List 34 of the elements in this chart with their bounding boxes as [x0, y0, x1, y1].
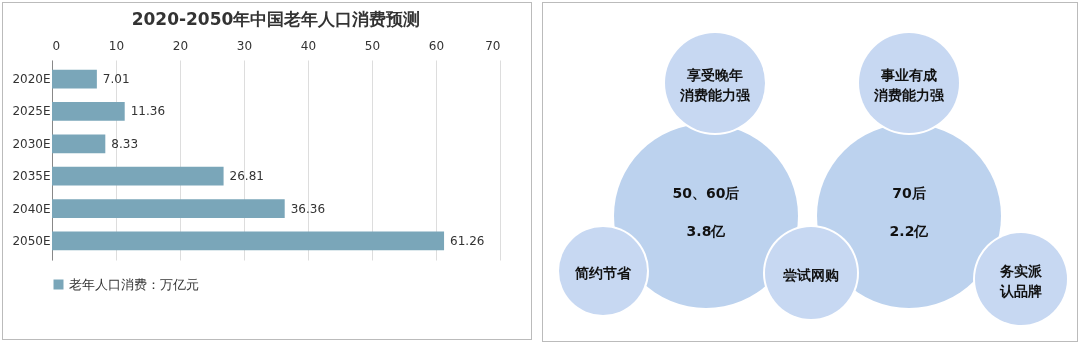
- y-tick-label: 2030E: [12, 136, 51, 151]
- text: 尝试网购: [783, 266, 839, 285]
- x-tick-label: 70: [485, 38, 501, 53]
- text: 事业有成: [881, 66, 937, 85]
- y-tick-label: 2050E: [12, 233, 51, 248]
- data-label: 26.81: [229, 169, 264, 184]
- text: 认品牌: [1000, 282, 1042, 301]
- x-tick-label: 50: [364, 38, 381, 53]
- text: 3.8亿: [686, 222, 726, 241]
- text: 2.2亿: [889, 222, 929, 241]
- text: 50、60后: [672, 184, 740, 203]
- data-label: 61.26: [450, 233, 485, 248]
- y-tick-label: 2035E: [12, 169, 51, 184]
- y-tick-label: 2020E: [12, 72, 51, 87]
- x-tick-label: 30: [236, 38, 253, 53]
- text: 务实派: [1000, 262, 1042, 281]
- data-label: 11.36: [130, 104, 166, 119]
- chart-title: 2020-2050年中国老年人口消费预测: [131, 9, 421, 29]
- x-tick-label: 60: [428, 38, 445, 53]
- legend-label: 老年人口消费：万亿元: [69, 276, 199, 292]
- y-tick-label: 2025E: [12, 104, 51, 119]
- data-label: 8.33: [111, 136, 139, 151]
- x-tick-label: 0: [52, 38, 61, 53]
- text: 简约节省: [575, 264, 631, 283]
- text: 70后: [892, 184, 926, 203]
- data-label: 36.36: [290, 201, 326, 216]
- text: 消费能力强: [874, 86, 944, 105]
- data-label: 7.01: [102, 72, 130, 87]
- y-tick-label: 2040E: [12, 201, 51, 216]
- x-tick-label: 40: [300, 38, 317, 53]
- text: 享受晚年: [687, 66, 743, 85]
- x-tick-label: 20: [172, 38, 189, 53]
- text: 消费能力强: [680, 86, 750, 105]
- x-tick-label: 10: [108, 38, 125, 53]
